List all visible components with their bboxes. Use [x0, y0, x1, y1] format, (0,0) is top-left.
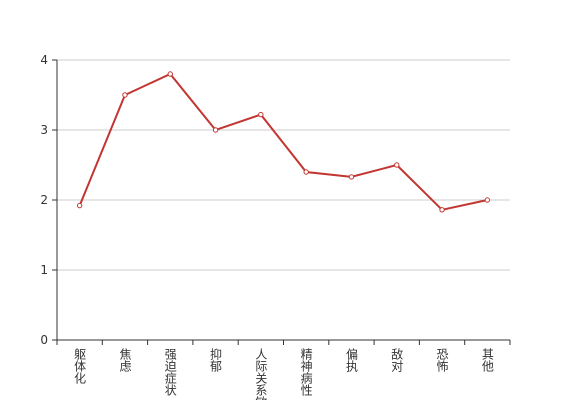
y-tick-label: 0: [40, 333, 48, 347]
x-tick-label: 其他: [480, 348, 494, 372]
x-tick-label: 敌对: [390, 347, 404, 372]
x-tick-label: 偏执: [344, 347, 358, 373]
x-tick-label: 强迫症状: [163, 348, 177, 396]
point: [303, 169, 309, 175]
x-tick-label: 恐怖: [435, 348, 449, 372]
point: [122, 92, 128, 98]
x-tick-label: 精神病性: [299, 348, 313, 397]
point: [258, 111, 264, 118]
point: [439, 207, 445, 213]
x-tick-label: 躯体化: [73, 347, 87, 385]
y-tick-label: 3: [40, 123, 48, 137]
point: [484, 197, 491, 203]
point: [348, 174, 355, 180]
x-tick-label: 焦虑: [118, 348, 132, 372]
y-tick-label: 1: [40, 263, 48, 277]
y-tick-label: 4: [40, 53, 48, 67]
point: [394, 162, 400, 168]
point: [167, 71, 173, 77]
y-tick-label: 2: [40, 193, 48, 207]
x-tick-label: 人际关系敏感: [254, 348, 268, 400]
line: [78, 72, 488, 211]
x-tick-label: 抑郁: [209, 347, 223, 373]
point: [212, 127, 219, 133]
point: [76, 202, 83, 209]
